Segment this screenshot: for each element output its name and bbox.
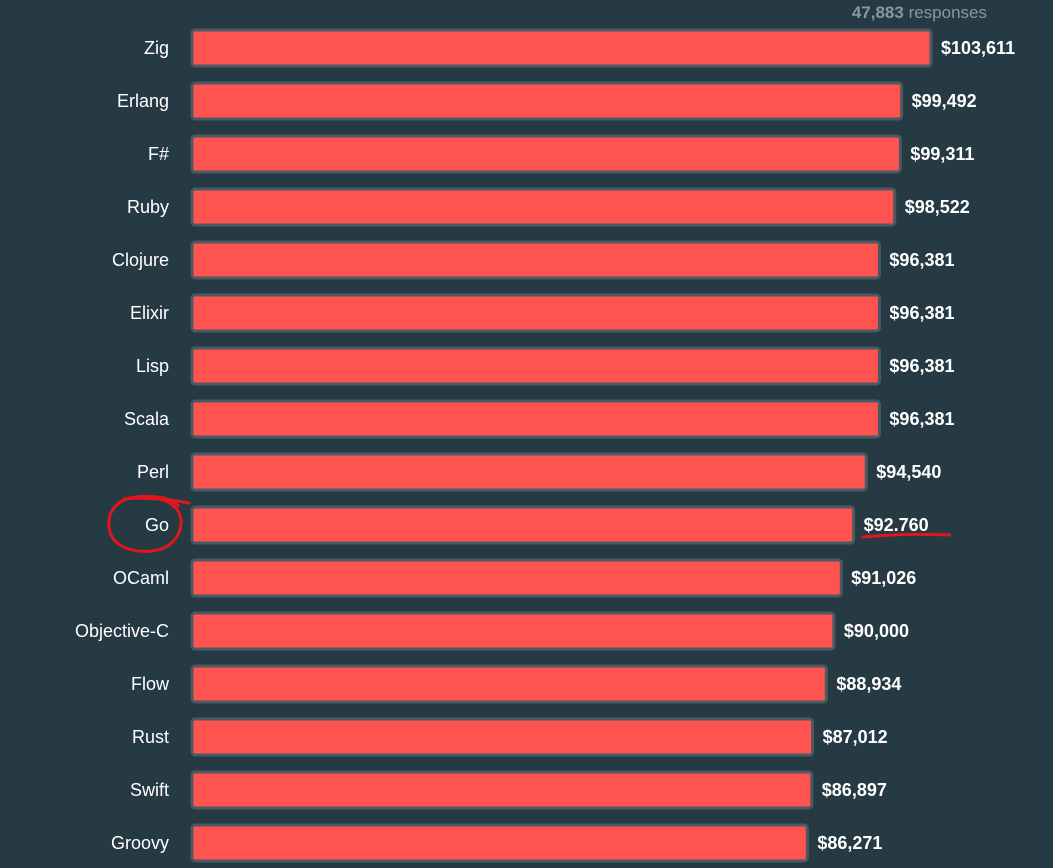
bar-perl bbox=[190, 452, 868, 492]
value-label-ruby: $98,522 bbox=[905, 197, 970, 217]
value-label-clojure: $96,381 bbox=[889, 250, 954, 270]
value-label-perl: $94,540 bbox=[876, 462, 941, 482]
responses-number: 47,883 bbox=[851, 3, 904, 22]
bar-swift bbox=[190, 770, 814, 810]
category-label-ocaml: OCaml bbox=[113, 568, 169, 588]
annotation-circle-tail bbox=[122, 496, 191, 505]
value-label-swift: $86,897 bbox=[822, 780, 887, 800]
category-label-swift: Swift bbox=[130, 780, 169, 800]
category-label-go: Go bbox=[145, 515, 169, 535]
bar-elixir bbox=[190, 293, 881, 333]
category-label-groovy: Groovy bbox=[111, 833, 169, 853]
bar-go bbox=[190, 505, 856, 545]
bar-objective-c bbox=[190, 611, 836, 651]
category-label-zig: Zig bbox=[144, 38, 169, 58]
value-label-scala: $96,381 bbox=[889, 409, 954, 429]
value-label-go: $92.760 bbox=[864, 515, 929, 535]
annotation-underline-go-value bbox=[861, 532, 952, 539]
value-label-rust: $87,012 bbox=[823, 727, 888, 747]
bar-erlang bbox=[190, 81, 904, 121]
value-label-elixir: $96,381 bbox=[889, 303, 954, 323]
category-label-perl: Perl bbox=[137, 462, 169, 482]
category-label-rust: Rust bbox=[132, 727, 169, 747]
value-label-zig: $103,611 bbox=[941, 38, 1015, 58]
category-label-objective-c: Objective-C bbox=[75, 621, 169, 641]
bar-ruby bbox=[190, 187, 897, 227]
category-label-lisp: Lisp bbox=[136, 356, 169, 376]
category-label-flow: Flow bbox=[131, 674, 170, 694]
category-label-elixir: Elixir bbox=[130, 303, 169, 323]
responses-count: 47,883 responses bbox=[852, 3, 987, 23]
bar-lisp bbox=[190, 346, 881, 386]
bar-flow bbox=[190, 664, 828, 704]
value-label-groovy: $86,271 bbox=[817, 833, 882, 853]
bar-f bbox=[190, 134, 902, 174]
bar-zig bbox=[190, 28, 933, 68]
category-label-erlang: Erlang bbox=[117, 91, 169, 111]
value-label-flow: $88,934 bbox=[836, 674, 901, 694]
value-label-f: $99,311 bbox=[910, 144, 974, 164]
value-label-lisp: $96,381 bbox=[889, 356, 954, 376]
category-label-scala: Scala bbox=[124, 409, 170, 429]
value-label-ocaml: $91,026 bbox=[851, 568, 916, 588]
bar-scala bbox=[190, 399, 881, 439]
value-label-erlang: $99,492 bbox=[912, 91, 977, 111]
bar-groovy bbox=[190, 823, 809, 863]
bar-ocaml bbox=[190, 558, 843, 598]
responses-label: responses bbox=[908, 3, 987, 22]
category-label-f: F# bbox=[148, 144, 169, 164]
value-label-objective-c: $90,000 bbox=[844, 621, 909, 641]
category-label-ruby: Ruby bbox=[127, 197, 169, 217]
category-label-clojure: Clojure bbox=[112, 250, 169, 270]
bar-rust bbox=[190, 717, 815, 757]
bar-clojure bbox=[190, 240, 881, 280]
